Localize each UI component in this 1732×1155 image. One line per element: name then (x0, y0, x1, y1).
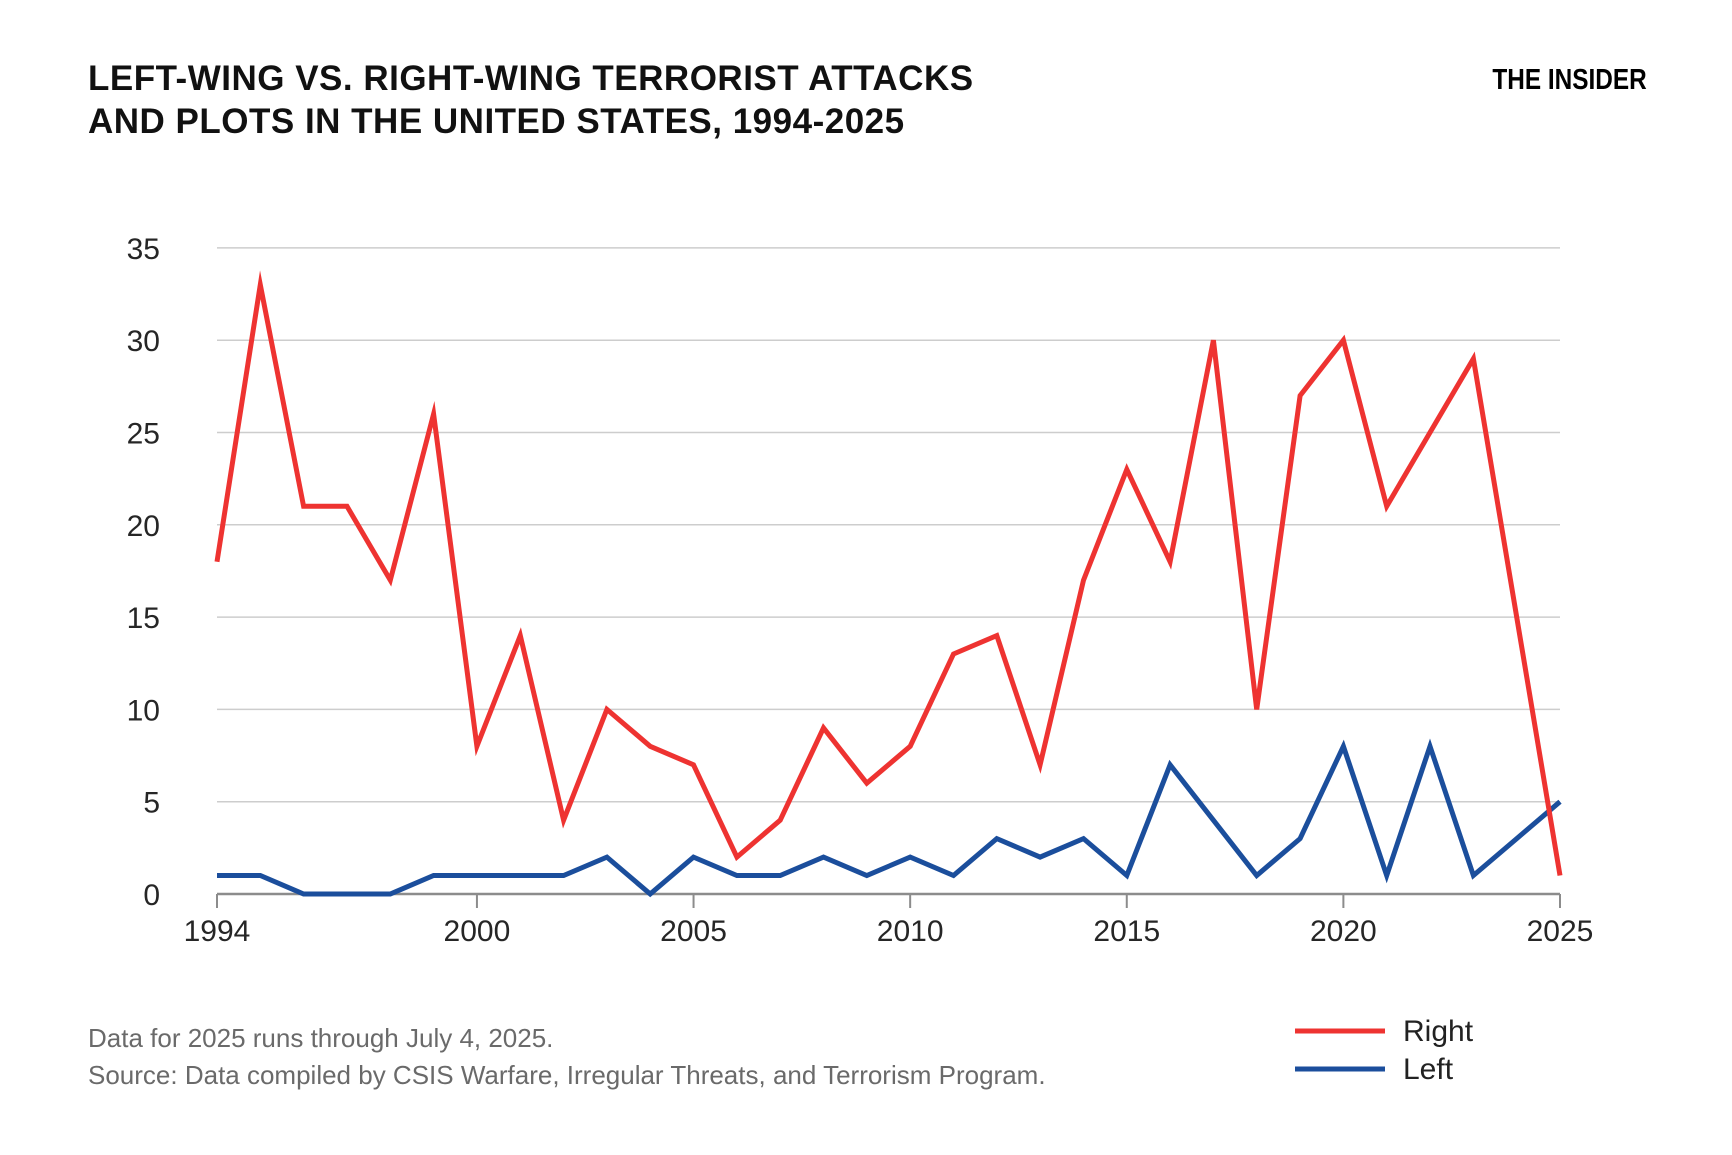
chart-footer: Data for 2025 runs through July 4, 2025.… (88, 1020, 1046, 1094)
footer-note: Data for 2025 runs through July 4, 2025. (88, 1023, 554, 1053)
legend-label-left: Left (1403, 1053, 1454, 1086)
x-tick-label-2020: 2020 (1310, 915, 1377, 948)
chart-title-line1: LEFT-WING VS. RIGHT-WING TERRORIST ATTAC… (88, 59, 974, 98)
chart-title: LEFT-WING VS. RIGHT-WING TERRORIST ATTAC… (88, 58, 974, 143)
series-line-right (214, 270, 1563, 876)
y-tick-label-0: 0 (143, 879, 160, 912)
x-tick-label-2005: 2005 (660, 915, 727, 948)
x-tick-label-2025: 2025 (1527, 915, 1594, 948)
footer-source: Source: Data compiled by CSIS Warfare, I… (88, 1059, 1046, 1090)
y-tick-label-25: 25 (127, 418, 160, 451)
x-tick-label-2015: 2015 (1093, 915, 1160, 948)
y-tick-label-15: 15 (127, 602, 160, 635)
y-tick-label-10: 10 (127, 694, 160, 727)
series-line-left (217, 738, 1562, 898)
y-tick-label-35: 35 (127, 233, 160, 266)
y-tick-label-30: 30 (127, 325, 160, 358)
legend-label-right: Right (1403, 1015, 1474, 1048)
y-tick-label-5: 5 (143, 787, 160, 820)
x-tick-label-2000: 2000 (444, 915, 511, 948)
x-tick-label-2010: 2010 (877, 915, 944, 948)
chart-title-line2: AND PLOTS IN THE UNITED STATES, 1994-202… (88, 101, 905, 141)
x-tick-label-1994: 1994 (184, 915, 251, 948)
y-tick-label-20: 20 (127, 510, 160, 543)
brand-logo: THE INSIDER (1492, 64, 1647, 96)
